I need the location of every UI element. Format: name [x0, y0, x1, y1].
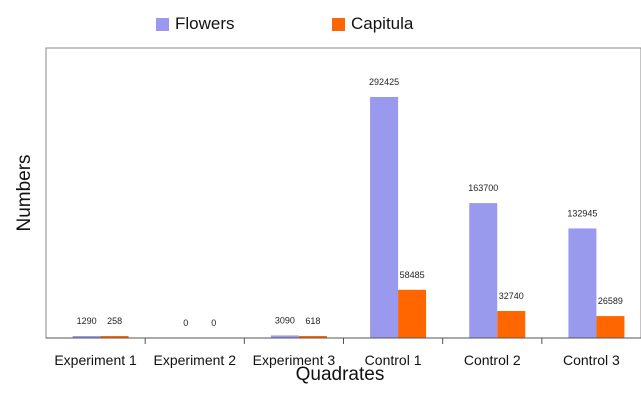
legend-item-capitula: Capitula	[332, 14, 413, 34]
x-tick-label: Control 1	[365, 352, 422, 368]
x-tick-label: Experiment 1	[54, 352, 137, 368]
x-axis-title: Quadrates	[296, 364, 385, 385]
data-label-flowers: 292425	[369, 77, 399, 87]
data-label-capitula: 32740	[499, 291, 524, 301]
legend: Flowers Capitula	[0, 14, 641, 40]
data-label-capitula: 258	[107, 316, 122, 326]
x-tick-label: Control 2	[464, 352, 521, 368]
data-label-capitula: 26589	[598, 296, 623, 306]
x-tick-marks	[144, 338, 543, 344]
bars-group	[72, 97, 625, 338]
data-label-flowers: 3090	[275, 315, 295, 325]
legend-label-capitula: Capitula	[351, 14, 414, 33]
x-tick-labels: Experiment 1 Experiment 2 Experiment 3 Cont…	[54, 352, 620, 368]
bar-flowers	[72, 336, 101, 338]
legend-swatch-flowers	[156, 17, 169, 31]
bar-capitula	[497, 311, 526, 338]
data-labels-group: 1290 258 0 0 3090 618 292425 58485 163700 32740 13…	[77, 77, 623, 328]
x-tick-label: Experiment 3	[253, 352, 336, 368]
data-label-capitula: 0	[211, 318, 216, 328]
legend-swatch-capitula	[332, 17, 345, 31]
bar-flowers	[270, 335, 299, 338]
bar-capitula	[596, 316, 625, 338]
data-label-flowers: 1290	[77, 316, 97, 326]
bar-flowers	[469, 203, 498, 338]
bar-flowers	[370, 97, 399, 338]
plot-area-frame	[45, 47, 641, 339]
bar-capitula	[100, 336, 129, 338]
data-label-flowers: 132945	[567, 208, 597, 218]
legend-label-flowers: Flowers	[175, 14, 235, 33]
data-label-capitula: 618	[305, 316, 320, 326]
y-axis-title: Numbers	[14, 154, 35, 231]
x-tick-label: Experiment 2	[154, 352, 237, 368]
bar-flowers	[568, 228, 597, 338]
bar-capitula	[398, 289, 427, 338]
bar-capitula	[298, 336, 327, 338]
legend-item-flowers: Flowers	[156, 14, 235, 34]
data-label-flowers: 0	[183, 318, 188, 328]
x-tick-label: Control 3	[563, 352, 620, 368]
data-label-capitula: 58485	[400, 270, 425, 280]
data-label-flowers: 163700	[468, 183, 498, 193]
